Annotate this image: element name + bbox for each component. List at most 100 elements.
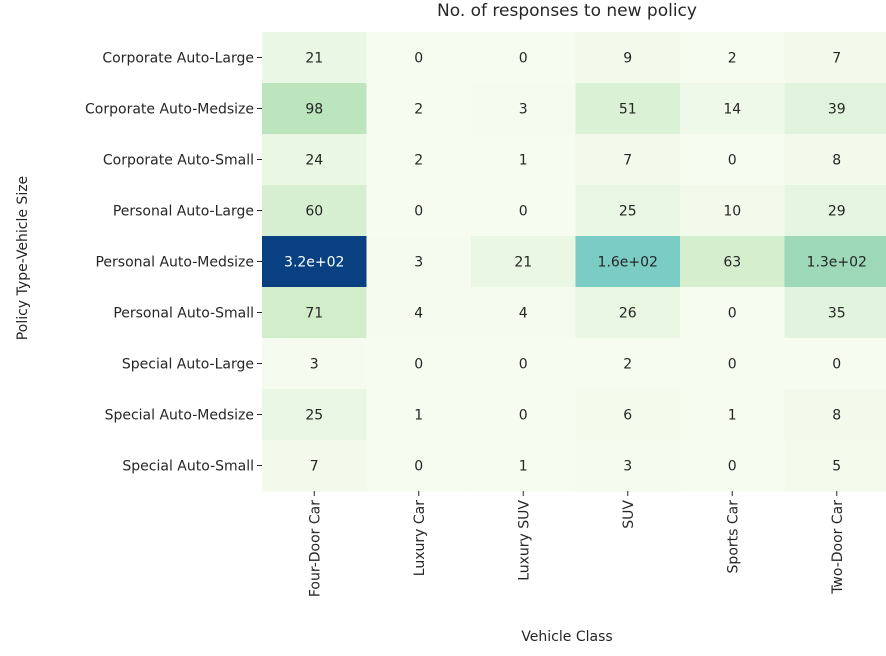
cell-value-label: 5 [832, 459, 841, 475]
cell-value-label: 3 [414, 255, 423, 271]
heatmap-cell [366, 440, 472, 492]
heatmap-cell [262, 287, 368, 339]
chart-title: No. of responses to new policy [437, 1, 697, 21]
heatmap-cell [680, 32, 786, 84]
cell-value-label: 98 [305, 102, 323, 118]
cell-value-label: 0 [519, 51, 528, 67]
y-tick-label: Personal Auto-Medsize [95, 255, 254, 271]
cell-value-label: 4 [519, 306, 528, 322]
heatmap-cell [471, 83, 577, 135]
heatmap-cell [784, 389, 886, 441]
heatmap-cell [471, 389, 577, 441]
heatmap-cell [680, 83, 786, 135]
y-tick-label: Special Auto-Large [122, 357, 254, 373]
y-tick-label: Special Auto-Small [122, 459, 254, 475]
heatmap-cell [366, 32, 472, 84]
cell-value-label: 2 [414, 102, 423, 118]
y-tick-label: Special Auto-Medsize [105, 408, 254, 424]
heatmap-cell [575, 236, 681, 288]
x-tick-label: Sports Car [725, 500, 741, 574]
cell-value-label: 2 [623, 357, 632, 373]
heatmap-cell [680, 236, 786, 288]
cell-value-label: 21 [514, 255, 532, 271]
cell-value-label: 0 [832, 357, 841, 373]
heatmap-cell [680, 185, 786, 237]
heatmap-cell [575, 389, 681, 441]
heatmap-cell [784, 287, 886, 339]
heatmap-cell [262, 440, 368, 492]
cell-value-label: 1 [414, 408, 423, 424]
y-tick-label: Corporate Auto-Small [103, 153, 254, 169]
y-tick-label: Personal Auto-Large [113, 204, 254, 220]
x-tick-label: SUV [621, 500, 637, 529]
heatmap-cell [680, 287, 786, 339]
cell-value-label: 39 [828, 102, 846, 118]
y-axis-ticks: Corporate Auto-Large Corporate Auto-Medsi… [85, 51, 262, 475]
heatmap-cell [784, 185, 886, 237]
heatmap-cell [575, 134, 681, 186]
x-tick-label: Luxury SUV [516, 500, 532, 581]
cell-value-label: 21 [305, 51, 323, 67]
heatmap-cell [262, 389, 368, 441]
heatmap-cell [471, 338, 577, 390]
y-axis-label: Policy Type-Vehicle Size [15, 176, 31, 340]
heatmap-cell [575, 287, 681, 339]
cell-value-label: 0 [728, 306, 737, 322]
heatmap-cell [366, 185, 472, 237]
cell-value-label: 3 [623, 459, 632, 475]
y-tick-label: Corporate Auto-Large [102, 51, 254, 67]
heatmap-cell [575, 185, 681, 237]
x-axis-ticks: Four-Door Car Luxury Car Luxury SUV SUV Spor… [307, 491, 846, 597]
cell-value-label: 25 [305, 408, 323, 424]
cell-value-label: 0 [414, 51, 423, 67]
cell-value-label: 14 [723, 102, 741, 118]
cell-value-label: 0 [519, 357, 528, 373]
cell-value-label: 7 [310, 459, 319, 475]
cell-value-label: 0 [728, 153, 737, 169]
heatmap-cell [575, 83, 681, 135]
cell-value-label: 0 [519, 204, 528, 220]
heatmap-cell [262, 134, 368, 186]
heatmap-cell [262, 338, 368, 390]
cell-value-label: 0 [728, 459, 737, 475]
cell-value-label: 3.2e+02 [284, 255, 344, 271]
cell-value-label: 3 [310, 357, 319, 373]
cell-value-label: 71 [305, 306, 323, 322]
cell-value-label: 4 [414, 306, 423, 322]
cell-value-label: 2 [728, 51, 737, 67]
heatmap-cell [262, 236, 368, 288]
heatmap-cell [262, 83, 368, 135]
cell-value-label: 60 [305, 204, 323, 220]
heatmap-cell [366, 338, 472, 390]
cell-value-label: 7 [832, 51, 841, 67]
cell-value-label: 9 [623, 51, 632, 67]
cell-value-label: 8 [832, 153, 841, 169]
heatmap-cell [680, 389, 786, 441]
cell-value-label: 2 [414, 153, 423, 169]
cell-value-label: 35 [828, 306, 846, 322]
cell-value-label: 24 [305, 153, 323, 169]
cell-value-label: 1 [519, 153, 528, 169]
cell-value-label: 1 [728, 408, 737, 424]
heatmap-cell [366, 134, 472, 186]
heatmap-cell [366, 287, 472, 339]
cell-value-label: 1.6e+02 [598, 255, 658, 271]
heatmap-cell [471, 185, 577, 237]
heatmap-cell [471, 287, 577, 339]
x-tick-label: Four-Door Car [307, 500, 323, 597]
heatmap-cell [784, 440, 886, 492]
heatmap-cell [366, 389, 472, 441]
heatmap-cell [262, 185, 368, 237]
cell-value-label: 63 [723, 255, 741, 271]
heatmap-cell [784, 32, 886, 84]
heatmap-cell [784, 338, 886, 390]
cell-value-label: 0 [414, 459, 423, 475]
heatmap-cell [471, 134, 577, 186]
heatmap-cell [471, 236, 577, 288]
heatmap-cell [471, 440, 577, 492]
y-tick-label: Corporate Auto-Medsize [85, 102, 254, 118]
cell-value-label: 26 [619, 306, 637, 322]
cell-value-label: 10 [723, 204, 741, 220]
